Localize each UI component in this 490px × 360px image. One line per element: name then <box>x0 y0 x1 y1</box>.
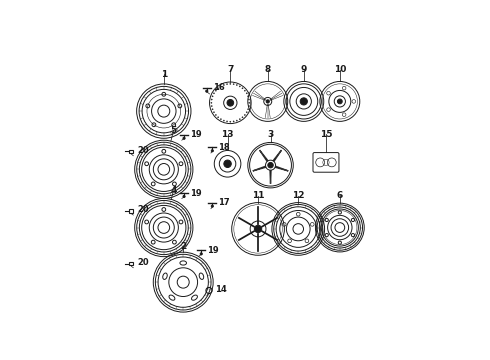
Circle shape <box>236 120 238 121</box>
Circle shape <box>226 84 228 85</box>
Text: 19: 19 <box>207 246 219 255</box>
Circle shape <box>212 96 213 97</box>
Circle shape <box>215 114 217 116</box>
Circle shape <box>246 112 247 113</box>
Circle shape <box>226 121 228 122</box>
Text: 10: 10 <box>334 65 346 74</box>
Circle shape <box>211 150 214 152</box>
Circle shape <box>244 90 245 91</box>
Circle shape <box>220 118 221 120</box>
Circle shape <box>211 105 212 107</box>
Circle shape <box>266 160 275 170</box>
Circle shape <box>218 88 219 89</box>
Circle shape <box>266 100 270 103</box>
Circle shape <box>246 93 247 94</box>
Circle shape <box>248 99 249 100</box>
Polygon shape <box>271 150 281 164</box>
Circle shape <box>233 121 234 122</box>
Text: 6: 6 <box>337 190 343 199</box>
Circle shape <box>206 90 208 92</box>
Text: 11: 11 <box>252 191 264 200</box>
Bar <box>129 209 133 212</box>
Circle shape <box>223 120 224 121</box>
Circle shape <box>213 93 215 94</box>
Circle shape <box>247 96 249 97</box>
Text: 15: 15 <box>319 130 332 139</box>
Circle shape <box>233 84 234 85</box>
Circle shape <box>200 253 202 255</box>
Circle shape <box>244 114 245 116</box>
Polygon shape <box>270 167 271 184</box>
Polygon shape <box>253 165 269 171</box>
Polygon shape <box>272 165 288 171</box>
Circle shape <box>230 83 231 85</box>
Polygon shape <box>260 150 270 164</box>
Text: 20: 20 <box>138 205 149 214</box>
Circle shape <box>300 98 307 105</box>
Text: 8: 8 <box>265 65 271 74</box>
Text: 14: 14 <box>215 285 227 294</box>
Circle shape <box>236 84 238 86</box>
Text: 20: 20 <box>138 258 149 267</box>
Text: 2: 2 <box>180 242 186 251</box>
Text: 20: 20 <box>138 146 149 155</box>
Text: 16: 16 <box>213 83 224 92</box>
Circle shape <box>227 99 234 106</box>
Circle shape <box>223 84 224 86</box>
Circle shape <box>242 117 243 118</box>
Circle shape <box>211 102 212 103</box>
Text: 18: 18 <box>219 143 230 152</box>
Circle shape <box>268 162 273 168</box>
Text: 4: 4 <box>171 186 177 195</box>
Text: 5: 5 <box>171 126 176 135</box>
Bar <box>129 150 133 153</box>
Bar <box>129 262 133 265</box>
Text: 12: 12 <box>292 191 304 200</box>
Circle shape <box>254 225 262 233</box>
Circle shape <box>218 117 219 118</box>
Circle shape <box>183 137 185 139</box>
Circle shape <box>224 160 231 167</box>
Text: 17: 17 <box>219 198 230 207</box>
Circle shape <box>213 112 215 113</box>
Circle shape <box>211 205 214 207</box>
Text: 7: 7 <box>227 65 234 74</box>
Text: 1: 1 <box>161 70 167 79</box>
Text: 9: 9 <box>300 65 307 74</box>
Circle shape <box>239 86 241 87</box>
Circle shape <box>230 121 231 122</box>
Circle shape <box>211 99 212 100</box>
Circle shape <box>183 195 185 198</box>
Text: 3: 3 <box>268 130 273 139</box>
Circle shape <box>239 118 241 120</box>
Circle shape <box>247 109 249 110</box>
Text: 19: 19 <box>190 189 202 198</box>
Circle shape <box>248 105 249 107</box>
Circle shape <box>242 88 243 89</box>
Circle shape <box>215 90 217 91</box>
Circle shape <box>248 102 250 103</box>
Circle shape <box>220 86 221 87</box>
Circle shape <box>212 109 213 110</box>
Text: 13: 13 <box>221 130 234 139</box>
Circle shape <box>338 99 342 104</box>
Text: 19: 19 <box>190 130 202 139</box>
